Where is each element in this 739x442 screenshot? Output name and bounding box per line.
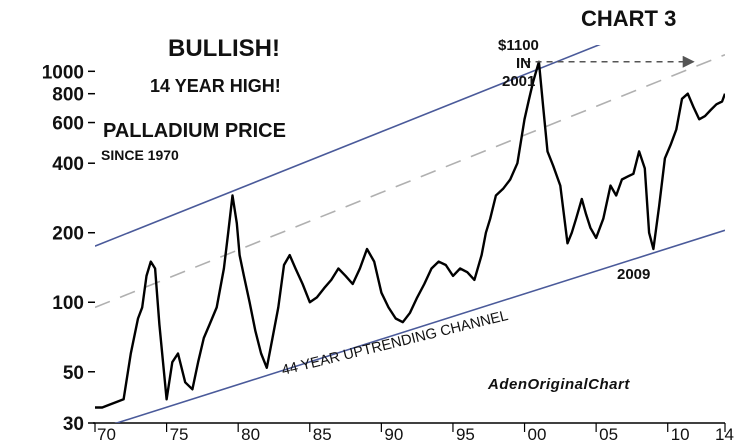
series-label: PALLADIUM PRICE xyxy=(103,120,286,142)
x-tick-label: 00 xyxy=(528,425,547,442)
y-tick-label: 600 xyxy=(52,114,84,135)
chart-number: CHART 3 xyxy=(581,6,676,31)
x-tick-label: 05 xyxy=(599,425,618,442)
channel-lower-line xyxy=(114,229,725,423)
palladium-price-line xyxy=(95,60,725,409)
y-tick-label: 50 xyxy=(63,363,84,384)
x-tick-group: 70 75 80 85 90 95 00 05 10 14 xyxy=(94,423,734,442)
channel-upper-line xyxy=(95,45,601,247)
y-tick-label: 100 xyxy=(52,293,84,314)
peak-year-label: 2001 xyxy=(502,73,535,90)
channel-midline xyxy=(95,53,725,309)
x-tick-label: 90 xyxy=(384,425,403,442)
x-tick-label: 85 xyxy=(313,425,332,442)
x-tick-label: 80 xyxy=(241,425,260,442)
x-tick-label: 10 xyxy=(671,425,690,442)
low-2009-label: 2009 xyxy=(617,266,650,283)
y-tick-label: 1000 xyxy=(42,62,84,83)
x-tick-label: 95 xyxy=(456,425,475,442)
peak-in-label: IN xyxy=(516,55,531,72)
peak-price-label: $1100 xyxy=(498,37,539,54)
y-tick-label: 400 xyxy=(52,154,84,175)
chart-subtitle: 14 YEAR HIGH! xyxy=(150,76,281,96)
y-tick-label: 200 xyxy=(52,224,84,245)
chart-credit: AdenOriginalChart xyxy=(487,376,630,393)
y-tick-label: 30 xyxy=(63,414,84,435)
series-sublabel: SINCE 1970 xyxy=(101,147,179,163)
chart-title: BULLISH! xyxy=(168,35,280,62)
x-tick-label: 75 xyxy=(170,425,189,442)
x-tick-label: 14 xyxy=(715,425,734,442)
x-tick-label: 70 xyxy=(97,425,116,442)
y-tick-label: 800 xyxy=(52,85,84,106)
